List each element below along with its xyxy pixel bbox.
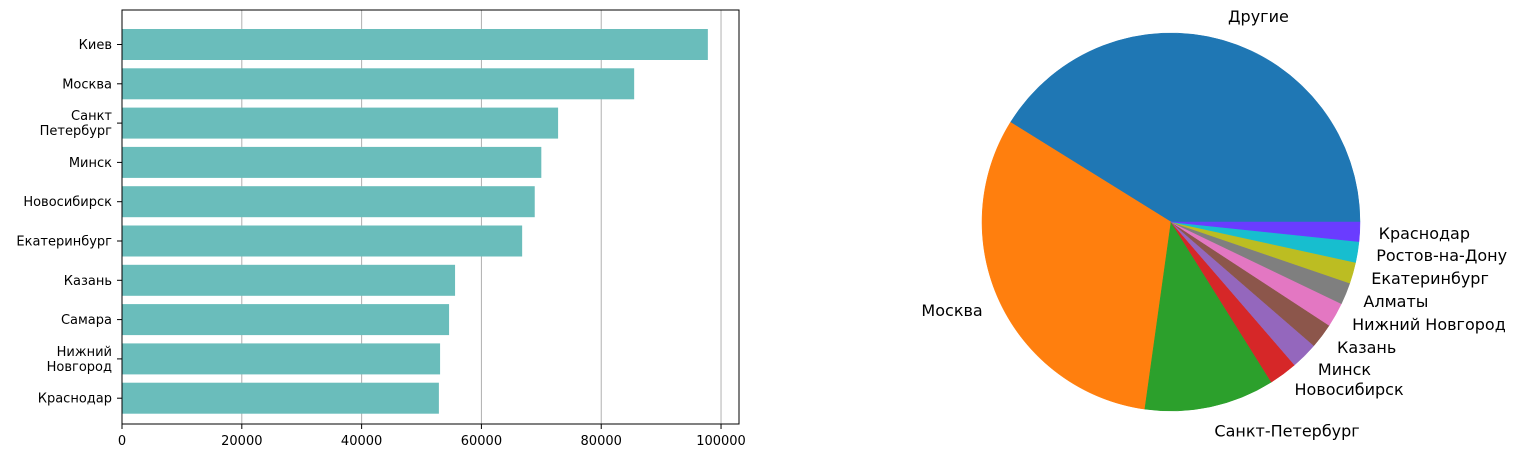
pie-label: Екатеринбург bbox=[1371, 269, 1489, 288]
pie-slice bbox=[981, 121, 1172, 410]
pie-label: Минск bbox=[1318, 360, 1371, 379]
bar bbox=[122, 186, 535, 218]
pie-label: Новосибирск bbox=[1295, 380, 1404, 399]
bar bbox=[122, 304, 450, 336]
x-tick-label: 80000 bbox=[581, 434, 622, 449]
bar-chart: 0 20000 40000 60000 80000 100000 Киев Москва Сан… bbox=[16, 9, 746, 449]
pie-chart: Другие Москва Санкт-Петербург НовосибирскМи… bbox=[921, 7, 1507, 440]
x-tick-label: 20000 bbox=[221, 434, 262, 449]
y-tick-label: Минск bbox=[69, 156, 112, 171]
y-tick-label: Казань bbox=[64, 274, 112, 289]
bar bbox=[122, 29, 708, 60]
pie-label: Москва bbox=[921, 301, 982, 320]
y-tick-label: Самара bbox=[61, 313, 112, 328]
y-tick-label: Санкт Петербург bbox=[40, 109, 113, 139]
y-tick-label: Москва bbox=[62, 77, 112, 92]
pie-slice bbox=[1010, 32, 1361, 223]
bar bbox=[122, 264, 456, 296]
bar bbox=[122, 343, 441, 375]
bar bbox=[122, 225, 523, 257]
bar bbox=[122, 107, 559, 139]
y-tick-label: Краснодар bbox=[38, 392, 112, 407]
pie-slice bbox=[1144, 221, 1272, 412]
pie-label: Санкт-Петербург bbox=[1214, 421, 1359, 440]
pie-label: Казань bbox=[1337, 338, 1396, 357]
pie-label: Нижний Новгород bbox=[1352, 315, 1506, 334]
bar bbox=[122, 68, 635, 100]
pie-label: Алматы bbox=[1363, 292, 1428, 311]
x-tick-label: 40000 bbox=[341, 434, 382, 449]
x-tick-label: 100000 bbox=[696, 434, 746, 449]
bar bbox=[122, 382, 439, 414]
pie-label: Краснодар bbox=[1379, 224, 1470, 243]
y-tick-label: Киев bbox=[79, 38, 112, 53]
plot-frame bbox=[121, 9, 740, 425]
pie-label: Ростов-на-Дону bbox=[1376, 246, 1507, 265]
y-tick-label: Екатеринбург bbox=[16, 235, 112, 250]
pie-label: Другие bbox=[1228, 7, 1289, 26]
x-tick-label: 60000 bbox=[461, 434, 502, 449]
pie-slice bbox=[1170, 221, 1361, 242]
y-tick-label: Нижний Новгород bbox=[47, 345, 112, 375]
bar bbox=[122, 146, 542, 178]
x-tick-label: 0 bbox=[118, 434, 126, 449]
y-tick-label: Новосибирск bbox=[23, 195, 112, 210]
